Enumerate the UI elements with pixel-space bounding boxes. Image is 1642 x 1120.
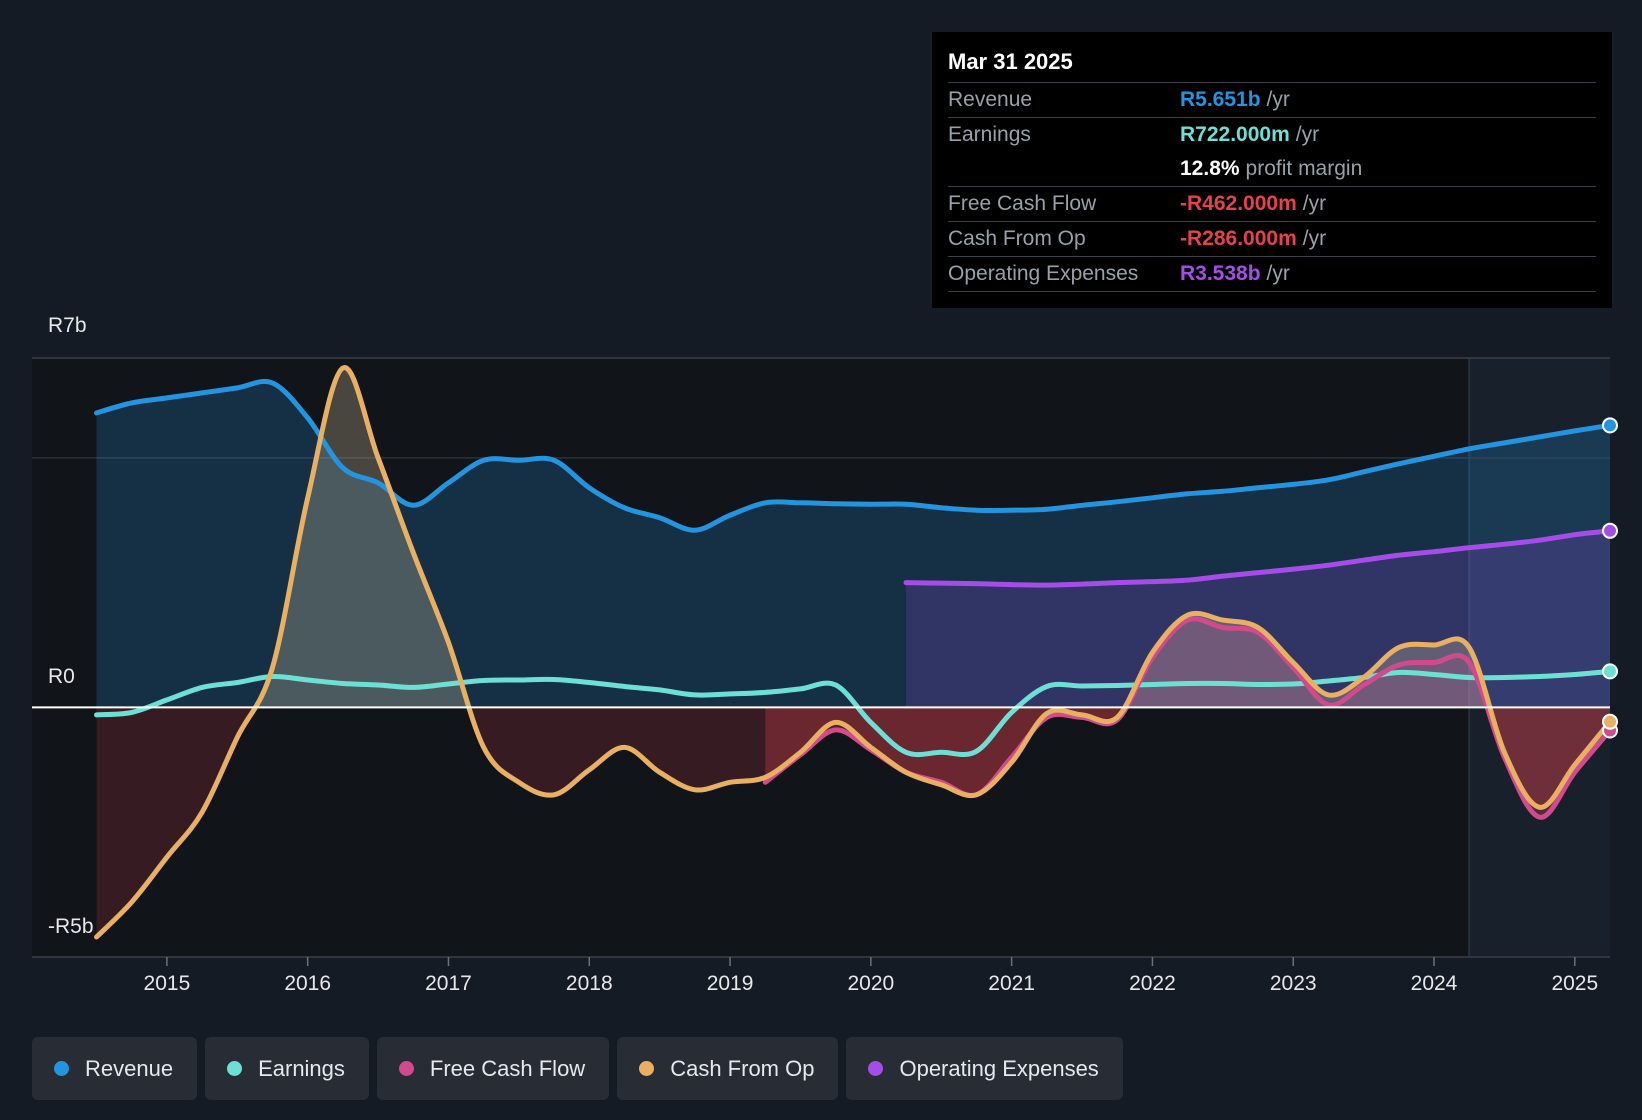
tooltip-label: Earnings (948, 123, 1031, 146)
y-tick-label: R7b (48, 314, 87, 337)
x-tick-label: 2022 (1129, 972, 1176, 995)
tooltip-label: Free Cash Flow (948, 192, 1097, 215)
tooltip-value: R3.538b (1180, 262, 1261, 285)
tooltip-label: Operating Expenses (948, 262, 1139, 285)
tooltip-unit: /yr (1302, 227, 1327, 250)
tooltip-value: -R286.000m (1180, 227, 1297, 250)
operating-expenses-line (903, 528, 1613, 588)
legend-item-cash-from-op[interactable]: Cash From Op (617, 1037, 839, 1100)
earnings-end-point (1602, 663, 1618, 680)
tooltip-value: R5.651b (1180, 88, 1261, 111)
tooltip-row-operating-expenses: Operating Expenses R3.538b /yr (948, 256, 1596, 292)
x-tick-label: 2015 (144, 972, 191, 995)
tooltip-row-revenue: Revenue R5.651b /yr (948, 82, 1596, 117)
tooltip-row-profit-margin: 12.8% profit margin (948, 152, 1596, 186)
tooltip-row-earnings: Earnings R722.000m /yr (948, 117, 1596, 152)
tooltip-unit: /yr (1266, 88, 1290, 111)
tooltip-unit: /yr (1266, 262, 1290, 285)
cash-from-op-end-point (1602, 713, 1618, 730)
x-tick-label: 2020 (847, 972, 894, 995)
tooltip-label: Revenue (948, 88, 1033, 111)
x-tick-label: 2024 (1411, 972, 1458, 995)
legend-dot-icon (227, 1061, 243, 1076)
legend-dot-icon (398, 1061, 414, 1076)
x-tick-label: 2019 (707, 972, 754, 995)
x-tick-label: 2016 (284, 972, 331, 995)
legend-label: Operating Expenses (899, 1055, 1099, 1081)
tooltip-unit: /yr (1302, 192, 1327, 215)
tooltip: Mar 31 2025 Revenue R5.651b /yr Earnings… (932, 32, 1612, 308)
revenue-end-point (1602, 417, 1618, 434)
x-tick-label: 2018 (566, 972, 613, 995)
tooltip-row-free-cash-flow: Free Cash Flow -R462.000m /yr (948, 186, 1596, 221)
legend-label: Free Cash Flow (429, 1055, 586, 1081)
legend-item-earnings[interactable]: Earnings (205, 1037, 369, 1100)
free-cash-flow-area-negative (765, 707, 1610, 818)
legend-label: Earnings (258, 1055, 345, 1081)
tooltip-label: Cash From Op (948, 227, 1086, 250)
legend-item-revenue[interactable]: Revenue (32, 1037, 198, 1100)
legend-dot-icon (54, 1061, 69, 1076)
cash-from-op-line (94, 365, 1613, 940)
legend: Revenue Earnings Free Cash Flow Cash Fro… (32, 1037, 1131, 1100)
y-tick-label: -R5b (48, 915, 94, 938)
x-tick-label: 2017 (425, 972, 472, 995)
legend-dot-icon (639, 1061, 655, 1076)
legend-label: Revenue (85, 1055, 174, 1081)
tooltip-value: -R462.000m (1180, 192, 1297, 215)
tooltip-row-cash-from-op: Cash From Op -R286.000m /yr (948, 221, 1596, 256)
legend-label: Cash From Op (670, 1055, 815, 1081)
operating-expenses-end-point (1602, 522, 1618, 539)
revenue-line (94, 378, 1613, 533)
tooltip-value: R722.000m (1180, 123, 1290, 146)
tooltip-date: Mar 31 2025 (948, 49, 1073, 74)
legend-item-free-cash-flow[interactable]: Free Cash Flow (376, 1037, 610, 1100)
x-tick-label: 2025 (1551, 972, 1598, 995)
legend-item-operating-expenses[interactable]: Operating Expenses (846, 1037, 1123, 1100)
x-tick-label: 2021 (988, 972, 1035, 995)
legend-dot-icon (868, 1061, 884, 1076)
tooltip-value: 12.8% (1180, 157, 1240, 180)
y-tick-label: R0 (48, 665, 75, 688)
tooltip-unit: /yr (1295, 123, 1320, 146)
tooltip-unit: profit margin (1245, 157, 1363, 180)
x-tick-label: 2023 (1270, 972, 1317, 995)
